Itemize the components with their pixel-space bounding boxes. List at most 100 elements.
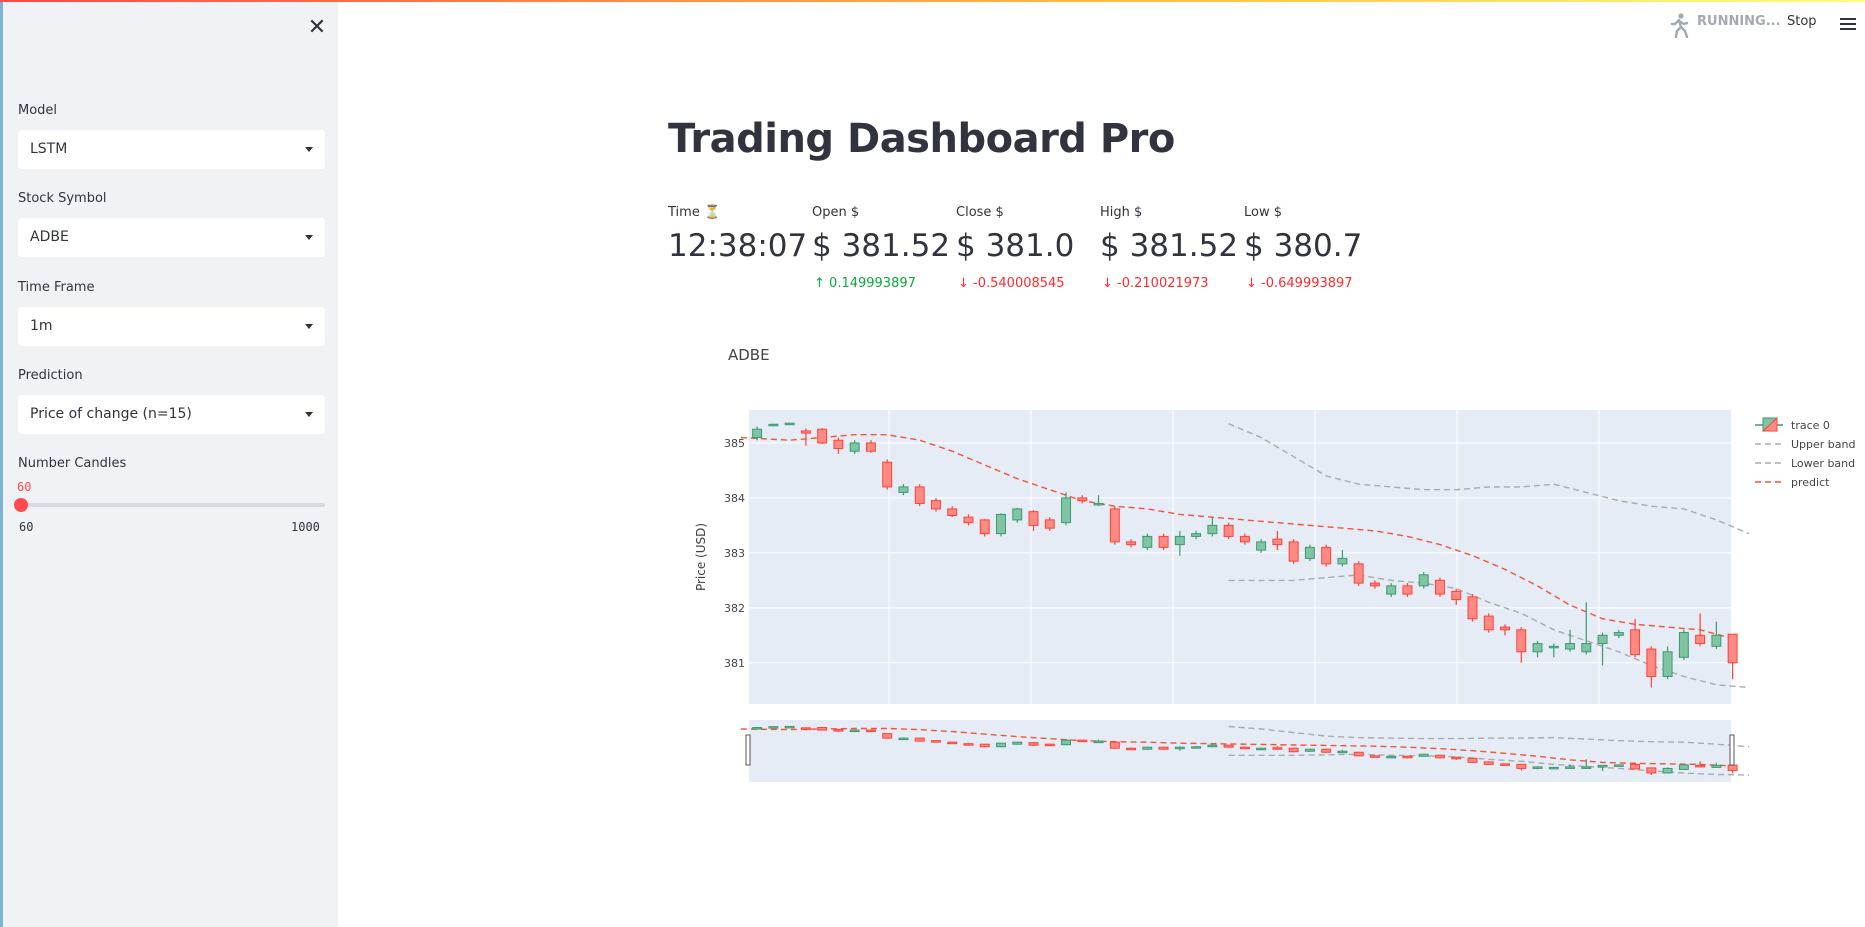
stock-symbol-select[interactable]: ADBE [18,218,325,257]
main-candle[interactable] [1012,508,1023,521]
number-candles-slider-track[interactable] [21,503,325,507]
main-candle[interactable] [1126,541,1137,546]
range-candle[interactable] [1272,747,1283,750]
range-candle[interactable] [1223,744,1234,748]
main-candle[interactable] [882,461,893,488]
range-candle[interactable] [817,727,828,731]
main-candle[interactable] [1077,497,1088,502]
main-candle[interactable] [914,486,925,504]
range-candle[interactable] [947,741,958,745]
main-candle[interactable] [1223,524,1234,537]
range-candle[interactable] [768,726,779,729]
range-candle[interactable] [1532,766,1543,769]
range-candle[interactable] [1597,764,1608,768]
main-candle[interactable] [800,430,811,434]
range-candle[interactable] [1565,766,1576,769]
main-candle[interactable] [1516,629,1527,653]
main-candle[interactable] [1548,645,1559,649]
main-candle[interactable] [1353,563,1364,584]
range-candle[interactable] [1516,763,1527,769]
main-candle[interactable] [1304,546,1315,559]
time-frame-select[interactable]: 1m [18,307,325,346]
main-candle[interactable] [1467,596,1478,620]
range-candle[interactable] [1695,764,1706,768]
range-candle[interactable] [1483,761,1494,765]
range-candle[interactable] [914,737,925,742]
range-candle[interactable] [1467,757,1478,763]
range-candle[interactable] [1158,746,1169,750]
range-candle[interactable] [963,743,974,746]
range-candle[interactable] [1126,747,1137,751]
main-candle[interactable] [1597,634,1608,645]
main-candle[interactable] [1239,535,1250,543]
range-candle[interactable] [1174,746,1185,750]
range-candle[interactable] [1093,740,1104,744]
range-candle[interactable] [1369,755,1380,758]
range-candle[interactable] [1012,741,1023,745]
range-candle[interactable] [1418,753,1429,757]
main-candle[interactable] [996,513,1006,535]
main-candle[interactable] [1646,648,1657,678]
main-candle[interactable] [784,422,795,426]
main-candle[interactable] [1369,582,1380,587]
main-candle[interactable] [1386,585,1397,595]
range-candle[interactable] [1304,748,1315,752]
main-candle[interactable] [1093,502,1104,506]
main-candle[interactable] [1337,557,1348,565]
plot-area[interactable] [749,410,1731,704]
main-candle[interactable] [1695,634,1706,645]
range-candle[interactable] [1711,764,1722,768]
main-candle[interactable] [930,500,941,510]
main-candle[interactable] [1256,541,1267,551]
main-candle[interactable] [1613,632,1624,636]
main-candle[interactable] [1418,574,1429,587]
main-candle[interactable] [1402,585,1413,595]
range-candle[interactable] [996,742,1006,748]
range-candle[interactable] [1662,767,1673,774]
legend-label[interactable]: Upper band [1791,438,1855,451]
main-candle[interactable] [1142,535,1153,548]
range-candle[interactable] [1646,767,1657,774]
main-candle[interactable] [1630,629,1641,656]
main-candle[interactable] [898,486,909,493]
main-candle[interactable] [1581,643,1592,653]
main-candle[interactable] [963,516,974,524]
range-candle[interactable] [1337,750,1348,754]
main-candle[interactable] [1028,511,1039,526]
range-candle[interactable] [865,729,876,733]
main-candle[interactable] [1174,535,1185,546]
range-handle-left[interactable] [745,734,751,766]
model-select[interactable]: LSTM [18,130,325,169]
main-candle[interactable] [1272,538,1283,546]
legend-label[interactable]: Lower band [1791,457,1855,470]
range-candle[interactable] [1581,766,1592,769]
range-candle[interactable] [1321,748,1332,753]
main-candle[interactable] [1483,615,1494,631]
range-candle[interactable] [752,727,763,730]
range-candle[interactable] [1435,754,1445,759]
range-candle[interactable] [833,729,844,732]
main-candle[interactable] [1532,643,1543,653]
prediction-select[interactable]: Price of change (n=15) [18,395,325,434]
range-candle[interactable] [800,727,811,730]
range-candle[interactable] [1613,764,1624,767]
main-candle[interactable] [865,442,876,452]
range-candle[interactable] [1630,763,1641,770]
range-candle[interactable] [1353,751,1364,757]
range-candle[interactable] [979,743,990,748]
range-candle[interactable] [930,740,941,743]
legend-label[interactable]: trace 0 [1791,419,1830,432]
main-candle[interactable] [1044,519,1055,529]
main-candle[interactable] [1711,634,1722,647]
main-candle[interactable] [1158,535,1169,548]
legend-label[interactable]: predict [1791,476,1830,489]
number-candles-slider-thumb[interactable] [14,498,28,512]
main-candle[interactable] [1288,541,1299,562]
main-candle[interactable] [979,519,990,535]
range-candle[interactable] [1727,764,1738,771]
main-candle[interactable] [1061,497,1072,524]
main-candle[interactable] [1678,632,1689,658]
range-candle[interactable] [1061,739,1072,746]
range-candle[interactable] [1678,764,1689,770]
range-candle[interactable] [1077,739,1088,743]
